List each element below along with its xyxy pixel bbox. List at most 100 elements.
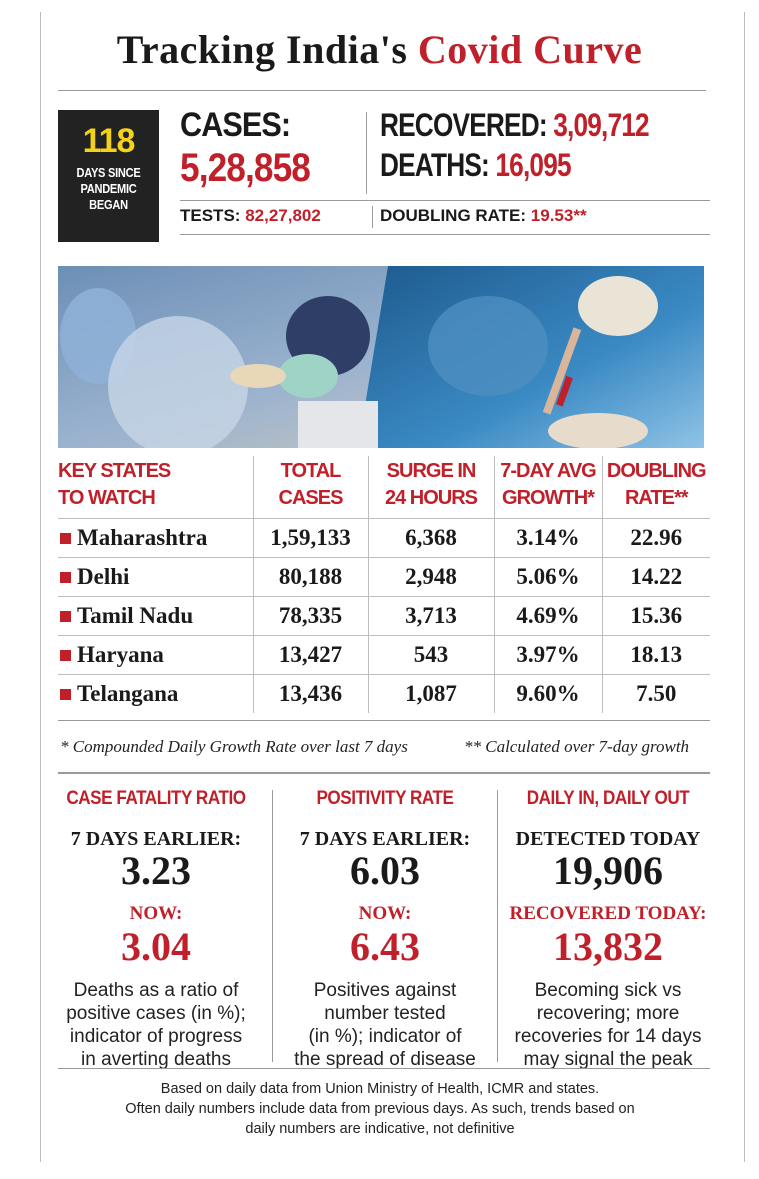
- state-cell: Haryana: [58, 635, 253, 675]
- cases-value: 5,28,858: [180, 146, 311, 190]
- recovered-stat: RECOVERED: 3,09,712: [380, 107, 650, 144]
- state-cell: Maharashtra: [58, 518, 253, 558]
- total-cases-cell: 13,427: [252, 635, 368, 675]
- state-cell: Tamil Nadu: [58, 596, 253, 636]
- title-divider: [58, 90, 706, 91]
- panel-description: Becoming sick vs recovering; more recoveri…: [514, 980, 702, 1070]
- surge-cell: 543: [367, 635, 494, 675]
- total-cases-cell: 78,335: [252, 596, 368, 636]
- mini-divider: [372, 206, 373, 228]
- panel-now-label: NOW:: [358, 903, 412, 924]
- footnote-doubling: ** Calculated over 7-day growth: [464, 737, 690, 756]
- days-number: 118: [82, 122, 136, 160]
- panel-description: Positives against number tested (in %); in…: [294, 980, 476, 1070]
- panel-title: DAILY IN, DAILY OUT: [526, 788, 690, 809]
- panel-detected-value: 19,906: [553, 848, 663, 893]
- doubling-cell: 7.50: [601, 674, 710, 713]
- doubling-cell: 15.36: [601, 596, 710, 636]
- panel-detected-label: DETECTED TODAY: [515, 828, 701, 850]
- surge-cell: 6,368: [367, 518, 494, 558]
- case-fatality-panel: CASE FATALITY RATIO 7 DAYS EARLIER: 3.23…: [51, 788, 261, 1071]
- health-workers-photo: [58, 266, 704, 448]
- panel-now-value: 3.04: [121, 924, 191, 969]
- total-cases-cell: 13,436: [252, 674, 368, 713]
- column-header: 7-DAY AVG GROWTH*: [493, 456, 602, 519]
- red-bullet-icon: [60, 533, 71, 544]
- page-frame: [40, 12, 745, 1162]
- deaths-stat: DEATHS: 16,095: [380, 147, 572, 184]
- doubling-value: 19.53**: [530, 206, 587, 225]
- doubling-stat: DOUBLING RATE: 19.53**: [380, 206, 587, 226]
- days-label-line: BEGAN: [89, 197, 128, 212]
- panel-recovered-value: 13,832: [553, 924, 663, 969]
- footnote-growth: * Compounded Daily Growth Rate over last…: [60, 737, 408, 756]
- days-label: DAYS SINCE PANDEMIC BEGAN: [66, 165, 152, 213]
- title-part-1: Tracking India's: [116, 27, 408, 72]
- panel-earlier-value: 3.23: [121, 848, 191, 893]
- panel-divider: [272, 790, 273, 1062]
- recovered-value: 3,09,712: [553, 107, 649, 143]
- surge-cell: 1,087: [367, 674, 494, 713]
- summary-rule-bottom: [180, 234, 710, 235]
- growth-cell: 3.14%: [493, 518, 602, 558]
- panel-earlier-label: 7 DAYS EARLIER:: [70, 828, 242, 850]
- doubling-label: DOUBLING RATE:: [380, 206, 527, 225]
- deaths-label: DEATHS:: [380, 147, 490, 183]
- recovered-label: RECOVERED:: [380, 107, 548, 143]
- growth-cell: 9.60%: [493, 674, 602, 713]
- total-cases-cell: 80,188: [252, 557, 368, 597]
- days-label-line: PANDEMIC: [80, 181, 137, 196]
- state-cell: Delhi: [58, 557, 253, 597]
- table-row: Delhi 80,188 2,948 5.06% 14.22: [58, 557, 710, 597]
- growth-cell: 4.69%: [493, 596, 602, 636]
- panel-description: Deaths as a ratio of positive cases (in %…: [66, 980, 246, 1070]
- table-header-row: KEY STATES TO WATCH TOTAL CASES SURGE IN 24…: [58, 456, 710, 519]
- surge-cell: 3,713: [367, 596, 494, 636]
- column-header: DOUBLING RATE**: [601, 456, 710, 519]
- red-bullet-icon: [60, 689, 71, 700]
- column-header: SURGE IN 24 HOURS: [367, 456, 494, 519]
- bottom-rule: [58, 1068, 710, 1069]
- tests-stat: TESTS: 82,27,802: [180, 206, 321, 226]
- total-cases-cell: 1,59,133: [252, 518, 368, 558]
- panel-divider: [497, 790, 498, 1062]
- growth-cell: 5.06%: [493, 557, 602, 597]
- table-row: Telangana 13,436 1,087 9.60% 7.50: [58, 674, 710, 713]
- panel-earlier-label: 7 DAYS EARLIER:: [299, 828, 471, 850]
- column-header: TOTAL CASES: [252, 456, 368, 519]
- source-note-line: Based on daily data from Union Ministry …: [160, 1081, 600, 1097]
- days-since-badge: 118 DAYS SINCE PANDEMIC BEGAN: [58, 110, 159, 242]
- doubling-cell: 18.13: [601, 635, 710, 675]
- red-bullet-icon: [60, 650, 71, 661]
- red-bullet-icon: [60, 611, 71, 622]
- surge-cell: 2,948: [367, 557, 494, 597]
- column-header: KEY STATES TO WATCH: [58, 460, 171, 509]
- table-row: Maharashtra 1,59,133 6,368 3.14% 22.96: [58, 518, 710, 558]
- state-cell: Telangana: [58, 674, 253, 713]
- doubling-cell: 14.22: [601, 557, 710, 597]
- table-row: Haryana 13,427 543 3.97% 18.13: [58, 635, 710, 675]
- tests-label: TESTS:: [180, 206, 241, 225]
- cases-label: CASES:: [180, 106, 291, 144]
- positivity-rate-panel: POSITIVITY RATE 7 DAYS EARLIER: 6.03 NOW…: [280, 788, 490, 1071]
- source-note: Based on daily data from Union Ministry …: [60, 1079, 700, 1139]
- panel-title: POSITIVITY RATE: [316, 788, 454, 809]
- days-label-line: DAYS SINCE: [76, 165, 141, 180]
- key-states-table: KEY STATES TO WATCH TOTAL CASES SURGE IN 24…: [58, 456, 710, 713]
- panel-recovered-label: RECOVERED TODAY:: [509, 903, 707, 924]
- tests-value: 82,27,802: [245, 206, 321, 225]
- panel-earlier-value: 6.03: [350, 848, 420, 893]
- daily-in-out-panel: DAILY IN, DAILY OUT DETECTED TODAY 19,90…: [508, 788, 708, 1071]
- title-part-2: Covid Curve: [417, 27, 643, 72]
- table-bottom-rule: [58, 720, 710, 721]
- table-row: Tamil Nadu 78,335 3,713 4.69% 15.36: [58, 596, 710, 636]
- page-title: Tracking India's Covid Curve: [0, 26, 759, 73]
- panels-top-rule: [58, 772, 710, 774]
- panel-title: CASE FATALITY RATIO: [66, 788, 246, 809]
- source-note-line: Often daily numbers include data from pr…: [125, 1101, 635, 1117]
- panel-now-value: 6.43: [350, 924, 420, 969]
- red-bullet-icon: [60, 572, 71, 583]
- deaths-value: 16,095: [495, 147, 571, 183]
- summary-divider: [366, 112, 367, 194]
- summary-rule-top: [180, 200, 710, 201]
